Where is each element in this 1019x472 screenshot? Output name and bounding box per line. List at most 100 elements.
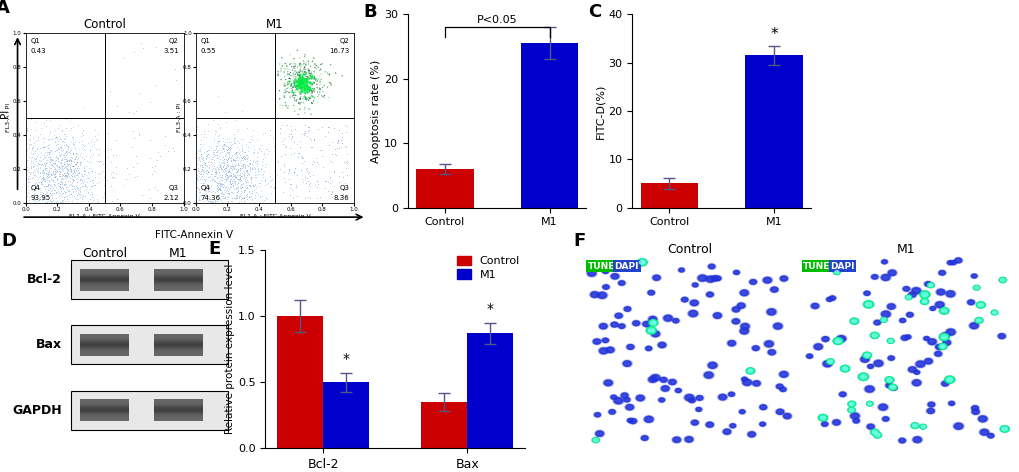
Ellipse shape bbox=[858, 373, 867, 380]
Point bbox=[299, 73, 315, 81]
Ellipse shape bbox=[624, 397, 630, 402]
Point bbox=[270, 68, 286, 76]
Point bbox=[247, 173, 263, 181]
Point bbox=[215, 194, 231, 202]
Ellipse shape bbox=[690, 300, 697, 305]
Ellipse shape bbox=[626, 418, 633, 423]
Point bbox=[220, 144, 236, 152]
Point bbox=[193, 193, 209, 200]
Point bbox=[308, 76, 324, 83]
Point bbox=[209, 182, 225, 190]
Point bbox=[76, 183, 93, 190]
Point bbox=[19, 146, 36, 154]
Point bbox=[271, 95, 287, 102]
Point bbox=[194, 161, 210, 169]
Point bbox=[47, 138, 63, 145]
Ellipse shape bbox=[934, 345, 942, 349]
Ellipse shape bbox=[774, 408, 784, 415]
Ellipse shape bbox=[652, 275, 659, 280]
Point bbox=[207, 172, 223, 180]
Point bbox=[296, 57, 312, 65]
Text: Q4: Q4 bbox=[201, 185, 210, 191]
Point bbox=[227, 154, 244, 162]
Point bbox=[293, 84, 310, 91]
FancyBboxPatch shape bbox=[154, 282, 203, 283]
Point bbox=[236, 188, 253, 196]
Point bbox=[198, 166, 214, 174]
Point bbox=[224, 179, 240, 187]
Ellipse shape bbox=[918, 291, 929, 298]
Point bbox=[291, 149, 308, 157]
Point bbox=[283, 130, 300, 138]
Point bbox=[30, 166, 46, 174]
Point bbox=[199, 151, 215, 159]
Point bbox=[221, 189, 237, 197]
Point bbox=[293, 87, 310, 95]
Point bbox=[50, 198, 66, 205]
Point bbox=[47, 173, 63, 180]
Point bbox=[46, 198, 62, 206]
Point bbox=[299, 84, 315, 91]
Point bbox=[293, 76, 310, 83]
Point bbox=[46, 163, 62, 170]
Point bbox=[53, 163, 69, 170]
Point bbox=[40, 136, 56, 144]
Point bbox=[292, 99, 309, 106]
Point bbox=[304, 58, 320, 65]
Ellipse shape bbox=[738, 409, 745, 414]
Point bbox=[294, 76, 311, 84]
Ellipse shape bbox=[991, 311, 996, 314]
Ellipse shape bbox=[739, 289, 749, 296]
Point bbox=[210, 163, 226, 170]
Ellipse shape bbox=[953, 257, 962, 263]
Ellipse shape bbox=[849, 318, 858, 324]
Point bbox=[240, 153, 257, 160]
Ellipse shape bbox=[695, 407, 701, 411]
Point bbox=[290, 82, 307, 90]
Ellipse shape bbox=[859, 356, 869, 363]
Point bbox=[37, 195, 53, 203]
Ellipse shape bbox=[920, 299, 927, 304]
Ellipse shape bbox=[880, 318, 886, 322]
Point bbox=[304, 100, 320, 107]
Point bbox=[198, 133, 214, 141]
Point bbox=[47, 159, 63, 167]
Ellipse shape bbox=[974, 287, 977, 289]
Ellipse shape bbox=[711, 312, 721, 319]
Point bbox=[296, 93, 312, 100]
Ellipse shape bbox=[911, 423, 917, 428]
Point bbox=[214, 173, 230, 181]
Point bbox=[224, 181, 240, 189]
Ellipse shape bbox=[766, 349, 775, 355]
Point bbox=[222, 178, 238, 185]
Ellipse shape bbox=[631, 320, 640, 326]
FancyBboxPatch shape bbox=[79, 418, 129, 419]
Point bbox=[220, 153, 236, 160]
Point bbox=[323, 159, 339, 166]
Point bbox=[224, 156, 240, 163]
Point bbox=[302, 94, 318, 102]
Ellipse shape bbox=[873, 433, 880, 438]
Point bbox=[76, 180, 93, 188]
Point bbox=[235, 180, 252, 187]
Point bbox=[228, 184, 245, 192]
Point bbox=[229, 161, 246, 169]
Point bbox=[207, 169, 223, 177]
Point bbox=[41, 151, 57, 158]
Point bbox=[216, 186, 232, 194]
Point bbox=[39, 148, 55, 156]
Point bbox=[54, 180, 70, 187]
Point bbox=[216, 140, 232, 147]
Point bbox=[75, 170, 92, 177]
Point bbox=[24, 143, 41, 151]
Point bbox=[66, 143, 83, 151]
Point bbox=[321, 173, 337, 180]
Point bbox=[38, 189, 54, 196]
Point bbox=[222, 181, 238, 188]
Point bbox=[36, 143, 52, 151]
Ellipse shape bbox=[919, 425, 925, 429]
Point bbox=[249, 159, 265, 167]
FancyBboxPatch shape bbox=[79, 352, 129, 353]
Point bbox=[163, 184, 179, 192]
Point bbox=[234, 152, 251, 160]
